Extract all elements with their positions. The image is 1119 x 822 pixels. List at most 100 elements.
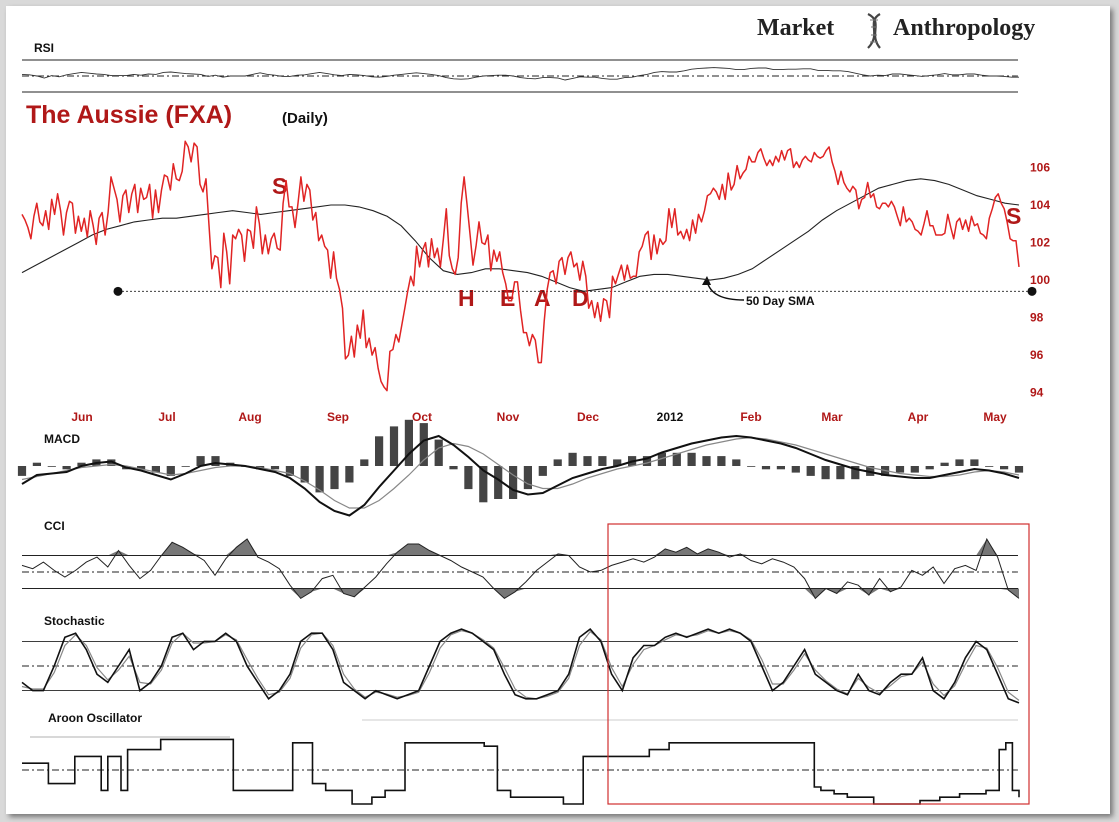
- macd-histogram-bar: [747, 466, 756, 467]
- macd-histogram-bar: [345, 466, 354, 483]
- macd-histogram-bar: [419, 423, 428, 466]
- macd-histogram-bar: [32, 462, 41, 466]
- x-tick-label: Oct: [412, 410, 432, 424]
- x-tick-label: Nov: [497, 410, 520, 424]
- aroon-line: [22, 738, 1020, 805]
- x-tick-label: Jun: [71, 410, 92, 424]
- rsi-line: [21, 67, 1019, 81]
- macd-histogram-bar: [151, 466, 160, 473]
- macd-histogram-bar: [568, 452, 577, 466]
- macd-histogram-bar: [166, 466, 175, 476]
- macd-histogram-bar: [761, 466, 771, 470]
- macd-histogram-bar: [672, 452, 681, 466]
- x-tick-label: Feb: [740, 410, 761, 424]
- macd-histogram-bar: [970, 459, 979, 466]
- macd-histogram-bar: [717, 456, 726, 466]
- price-line: [21, 140, 1020, 392]
- macd-histogram-bar: [910, 466, 919, 473]
- macd-histogram-bar: [523, 466, 532, 490]
- macd-histogram-bar: [285, 466, 294, 476]
- highlight-box: [607, 523, 1030, 805]
- brand-right: Anthropology: [893, 15, 1035, 41]
- macd-histogram-bar: [389, 426, 399, 466]
- aroon-label: Aroon Oscillator: [48, 711, 142, 725]
- macd-histogram-bar: [791, 466, 800, 473]
- annotation-a: A: [534, 285, 551, 311]
- macd-histogram-bar: [330, 466, 339, 490]
- cci-panel: [21, 537, 1020, 600]
- x-tick-label: Aug: [238, 410, 261, 424]
- macd-histogram-bar: [449, 466, 458, 470]
- macd-histogram-bar: [702, 456, 711, 466]
- macd-histogram-bar: [836, 466, 845, 480]
- y-tick-label: 98: [1030, 311, 1044, 325]
- macd-histogram-bar: [270, 466, 280, 470]
- macd-histogram-bar: [538, 466, 547, 476]
- macd-histogram-bar: [866, 466, 875, 476]
- x-tick-label: 2012: [657, 410, 684, 424]
- macd-histogram-bar: [107, 459, 116, 466]
- macd-histogram-bar: [821, 466, 830, 480]
- macd-histogram-bar: [776, 466, 785, 470]
- macd-histogram-bar: [732, 459, 741, 466]
- macd-histogram-bar: [895, 466, 905, 473]
- chart-subtitle: (Daily): [282, 110, 328, 127]
- macd-histogram-bar: [434, 439, 443, 466]
- macd-histogram-bar: [211, 456, 220, 466]
- aroon-panel: [22, 719, 1020, 805]
- neckline-endpoint-left: [113, 286, 123, 296]
- y-tick-label: 106: [1030, 161, 1050, 175]
- macd-histogram-bar: [657, 452, 666, 466]
- macd-histogram-bar: [375, 436, 384, 466]
- macd-histogram-bar: [985, 466, 994, 467]
- cci-overbought-fill: [22, 539, 1019, 556]
- macd-histogram-bar: [360, 459, 369, 466]
- macd-histogram-bar: [62, 466, 71, 470]
- sma-callout-label: 50 Day SMA: [746, 294, 815, 308]
- stochastic-panel: [21, 628, 1020, 704]
- sma-line: [21, 178, 1020, 292]
- macd-histogram-bar: [925, 466, 934, 470]
- macd-histogram-bar: [196, 456, 205, 466]
- macd-histogram-bar: [17, 466, 27, 476]
- macd-histogram-bar: [687, 452, 696, 466]
- y-tick-label: 102: [1030, 236, 1050, 250]
- macd-line: [21, 434, 1020, 517]
- macd-histogram-bar: [479, 466, 488, 503]
- price-panel: 94 96 98 100 102 104 106 Jun Jul Aug Sep Oct Nov Dec 2…: [21, 140, 1050, 424]
- macd-histogram-bar: [1014, 466, 1024, 473]
- rsi-label: RSI: [34, 41, 54, 55]
- macd-histogram-bar: [404, 419, 413, 466]
- x-tick-label: Mar: [821, 410, 843, 424]
- cci-oversold-fill: [22, 588, 1019, 599]
- cci-line: [21, 537, 1020, 600]
- chart-canvas: Market Anthropology The Aussie (FXA) (Da…: [17, 13, 1050, 805]
- chart-title: The Aussie (FXA): [26, 101, 232, 129]
- macd-histogram-bar: [181, 466, 190, 467]
- macd-histogram-bar: [642, 456, 652, 466]
- macd-histogram-bar: [955, 459, 964, 466]
- annotation-s-left: S: [272, 173, 287, 199]
- chart-frame: Market Anthropology The Aussie (FXA) (Da…: [6, 6, 1110, 814]
- y-tick-label: 100: [1030, 273, 1050, 287]
- macd-histogram-bar: [47, 466, 56, 467]
- macd-histogram-bar: [494, 466, 503, 499]
- macd-histogram-bar: [137, 466, 146, 470]
- macd-histogram-bar: [509, 466, 518, 499]
- y-tick-label: 96: [1030, 348, 1044, 362]
- macd-histogram-bar: [464, 466, 473, 490]
- brand-left: Market: [757, 15, 834, 41]
- macd-histogram-bar: [806, 466, 815, 476]
- macd-histogram-bar: [553, 459, 562, 466]
- y-tick-label: 104: [1030, 198, 1050, 212]
- annotation-s-right: S: [1006, 203, 1021, 229]
- sma-callout-arrowhead: [702, 276, 711, 285]
- macd-histogram-bar: [300, 466, 309, 483]
- dna-helix-icon: [867, 13, 881, 49]
- x-tick-label: Jul: [158, 410, 175, 424]
- macd-histogram-bar: [77, 462, 86, 466]
- x-tick-label: Dec: [577, 410, 599, 424]
- macd-histogram-bar: [613, 459, 622, 466]
- macd-histogram-bar: [315, 466, 324, 493]
- cci-label: CCI: [44, 519, 65, 533]
